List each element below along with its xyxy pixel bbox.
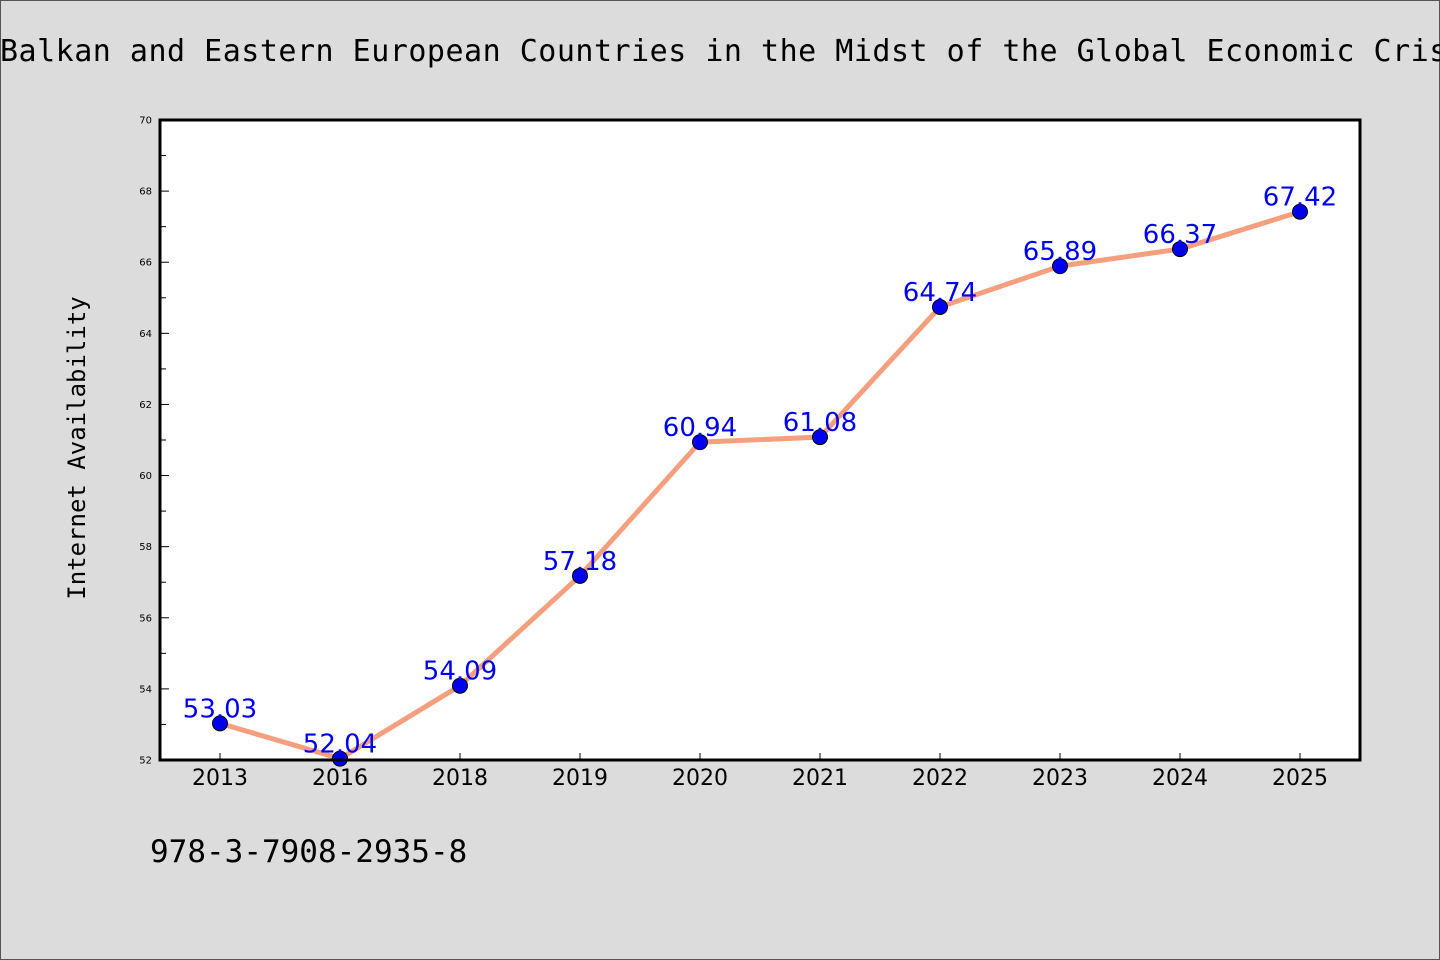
y-tick-label: 60: [139, 471, 152, 482]
x-tick-label: 2018: [432, 766, 488, 791]
data-label: 52.04: [303, 730, 377, 760]
data-label: 65.89: [1023, 237, 1097, 267]
y-tick-label: 62: [139, 400, 152, 411]
series-line: [219, 209, 1301, 762]
x-tick-label: 2020: [672, 766, 728, 791]
data-label: 66.37: [1143, 220, 1217, 250]
data-label: 57.18: [543, 547, 617, 577]
data-point: [812, 429, 828, 446]
y-tick-label: 66: [139, 258, 152, 269]
x-tick-label: 2025: [1272, 766, 1328, 791]
x-tick-label: 2016: [312, 766, 368, 791]
y-tick-label: 58: [139, 542, 152, 553]
y-tick-label: 56: [139, 613, 152, 624]
y-tick-label: 54: [139, 684, 152, 695]
chart-title: Balkan and Eastern European Countries in…: [0, 34, 1440, 69]
x-axis-ticks: 2013 2016 2018 2019 2020 2021 2022 2023 2024 2025: [192, 753, 1328, 791]
y-axis-label: Internet Availability: [63, 296, 91, 599]
x-tick-label: 2013: [192, 766, 248, 791]
data-point: [212, 715, 228, 732]
x-tick-label: 2024: [1152, 766, 1208, 791]
x-tick-label: 2023: [1032, 766, 1088, 791]
data-label: 64.74: [903, 278, 977, 308]
data-label: 54.09: [423, 657, 497, 687]
x-tick-label: 2022: [912, 766, 968, 791]
isbn-text: 978-3-7908-2935-8: [150, 834, 468, 870]
x-tick-label: 2021: [792, 766, 848, 791]
data-point: [1052, 258, 1068, 275]
data-label: 53.03: [183, 694, 257, 724]
data-label: 60.94: [663, 413, 737, 443]
data-point: [1292, 203, 1308, 220]
data-labels: 53.03 52.04 54.09 57.18 60.94 61.08 64.74 65.89…: [183, 183, 1337, 760]
y-tick-label: 68: [139, 187, 152, 198]
y-tick-label: 52: [139, 756, 152, 767]
data-label: 67.42: [1263, 183, 1337, 213]
data-point: [572, 567, 588, 584]
y-tick-label: 64: [139, 329, 152, 340]
data-point: [692, 434, 708, 451]
data-point: [452, 677, 468, 694]
data-label: 61.08: [783, 408, 857, 438]
plot-border: [158, 118, 1362, 762]
y-tick-label: 70: [139, 116, 152, 127]
data-point: [932, 299, 948, 316]
data-point: [1172, 241, 1188, 258]
x-tick-label: 2019: [552, 766, 608, 791]
